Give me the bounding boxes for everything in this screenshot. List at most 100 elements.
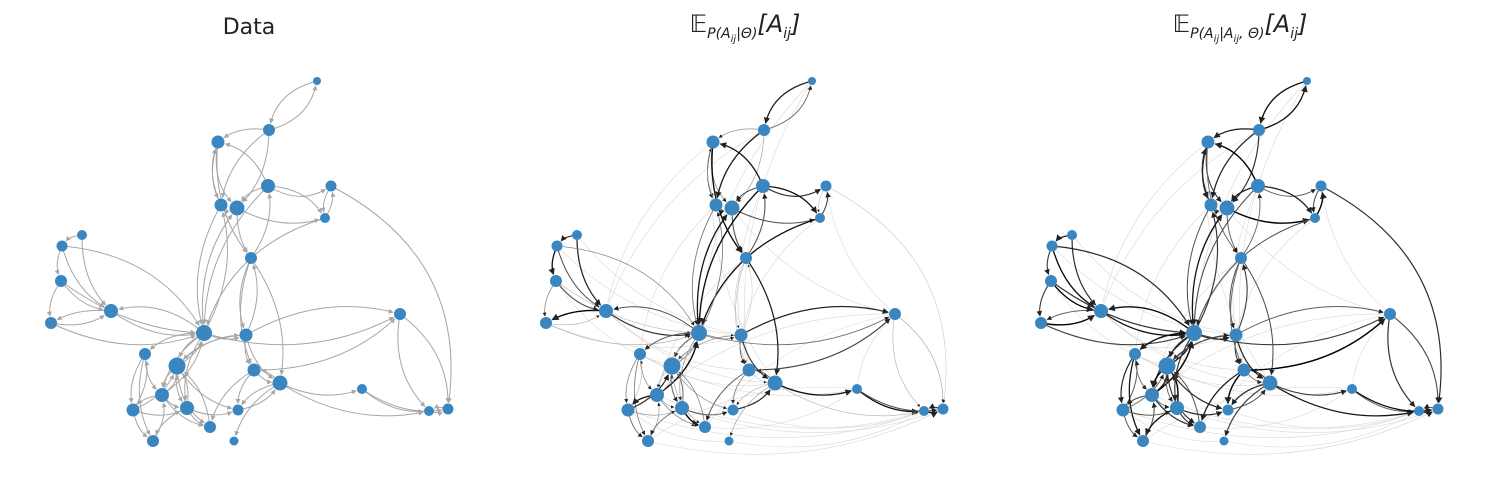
edge	[220, 129, 270, 199]
edge	[1210, 129, 1260, 199]
edge	[1100, 310, 1186, 339]
node	[756, 179, 770, 193]
node	[727, 404, 739, 416]
node	[551, 240, 563, 252]
edge	[696, 214, 728, 334]
node	[1145, 388, 1159, 402]
edge	[1050, 280, 1186, 336]
edge	[774, 382, 852, 396]
edge-faint	[1153, 257, 1242, 388]
edge	[399, 313, 451, 403]
node	[734, 328, 748, 342]
edge	[268, 85, 318, 131]
edge	[81, 234, 106, 306]
edge-faint	[1100, 310, 1262, 383]
edge	[576, 234, 602, 306]
edge	[1051, 245, 1190, 326]
edge	[1258, 80, 1308, 124]
edge	[1257, 185, 1316, 197]
node	[1094, 304, 1108, 318]
node	[706, 135, 720, 149]
node	[740, 252, 752, 264]
edge-faint	[639, 353, 767, 386]
edge	[201, 214, 233, 334]
edge-faint	[576, 234, 734, 334]
node	[1194, 421, 1206, 433]
node	[621, 403, 635, 417]
node	[1219, 436, 1229, 446]
node	[232, 404, 244, 416]
node	[852, 384, 862, 394]
edge	[239, 257, 252, 329]
edge	[183, 371, 211, 428]
node	[642, 435, 654, 447]
edge	[1320, 185, 1443, 404]
edge	[56, 309, 112, 321]
edge	[118, 305, 205, 334]
edge	[762, 185, 821, 197]
edge	[250, 257, 285, 376]
node	[889, 308, 901, 320]
node	[1253, 124, 1265, 136]
edge-faint	[627, 409, 919, 438]
node-layer-expected-posterior	[1035, 77, 1444, 447]
node	[1186, 325, 1202, 341]
edge-faint	[656, 394, 919, 429]
edge	[735, 257, 747, 364]
edge	[1240, 257, 1275, 376]
node	[1414, 406, 1424, 416]
node	[272, 375, 288, 391]
edge	[1040, 314, 1095, 326]
edge	[605, 310, 691, 339]
edge	[162, 332, 205, 388]
node	[320, 213, 330, 223]
node	[550, 275, 562, 287]
edge-faint	[640, 204, 717, 348]
edge	[745, 257, 781, 376]
panel-expected-posterior: 𝔼P(Aij|Aij, Θ)[Aij]	[1035, 10, 1444, 455]
node	[313, 77, 321, 85]
node	[1251, 179, 1265, 193]
edge	[330, 185, 452, 404]
node	[261, 179, 275, 193]
edge	[701, 217, 821, 326]
edge-faint	[1134, 353, 1262, 386]
edge-faint	[1122, 409, 1414, 438]
node	[1315, 180, 1327, 192]
edge	[555, 280, 691, 334]
edge	[1229, 257, 1242, 329]
node	[245, 252, 257, 264]
edge	[1151, 332, 1195, 388]
edge-faint	[605, 310, 767, 383]
node	[204, 421, 216, 433]
node-layer-data	[45, 77, 454, 447]
node	[325, 180, 337, 192]
edge	[245, 306, 394, 336]
node	[139, 348, 151, 360]
edge-faint	[704, 392, 853, 429]
edge	[1196, 217, 1316, 325]
edge	[633, 353, 646, 436]
node	[211, 135, 225, 149]
edge	[50, 322, 196, 346]
node	[1432, 403, 1444, 415]
edge	[1193, 211, 1219, 334]
edge	[236, 207, 320, 224]
edge	[240, 257, 252, 364]
edge	[1240, 193, 1263, 259]
edge-faint	[1135, 204, 1212, 348]
edge	[1191, 214, 1223, 334]
edge-faint	[1151, 394, 1414, 429]
edge	[737, 129, 765, 203]
edge	[1235, 306, 1384, 336]
edge	[1071, 234, 1097, 306]
edge	[763, 80, 813, 124]
edge	[825, 185, 947, 403]
edge	[1235, 264, 1248, 336]
edge	[206, 217, 326, 325]
edge	[1108, 304, 1195, 334]
edge	[711, 141, 743, 254]
edge-faint	[1237, 217, 1316, 328]
edge	[1051, 245, 1095, 308]
edge	[279, 382, 357, 396]
